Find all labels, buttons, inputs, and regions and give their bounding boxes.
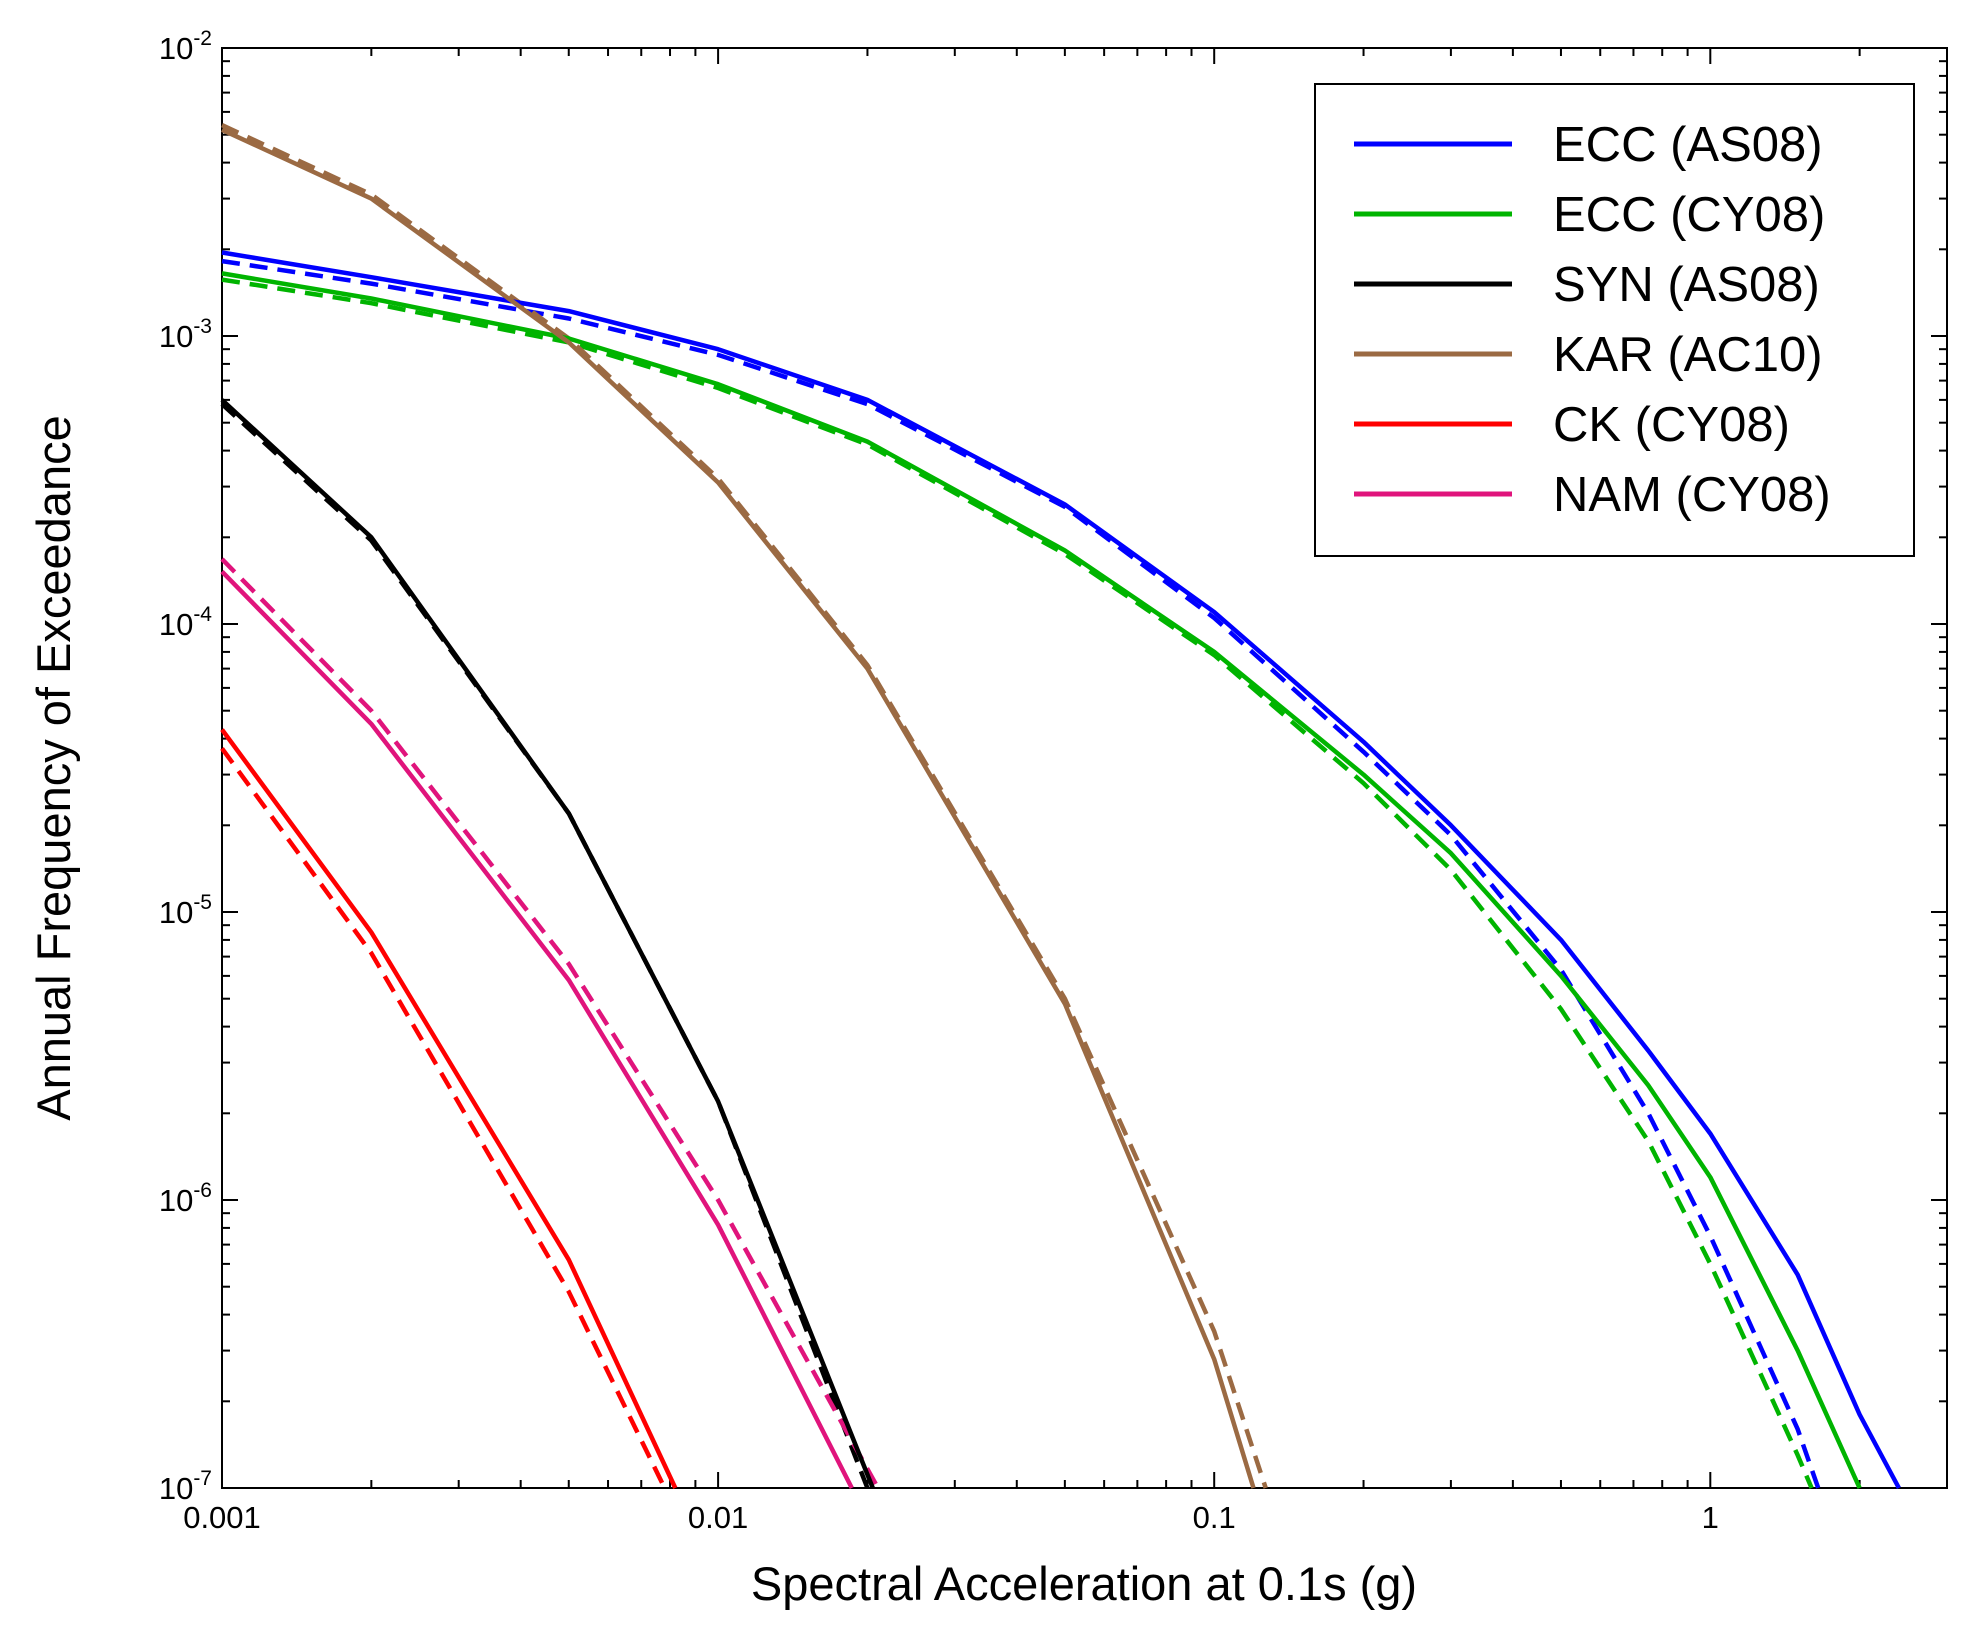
series-line-dashed — [220, 747, 667, 1489]
legend-label: ECC (CY08) — [1553, 188, 1825, 242]
legend-label: ECC (AS08) — [1553, 118, 1823, 172]
plot-frame — [221, 47, 1948, 1489]
x-tick-label: 0.001 — [183, 1500, 261, 1535]
y-tick-label: 10-5 — [159, 891, 212, 930]
series-line-dashed — [221, 258, 1821, 1489]
y-tick-label: 10-4 — [159, 603, 212, 642]
axis-ticks — [221, 48, 1948, 1489]
series-line-solid — [221, 250, 1901, 1490]
x-tick-label: 1 — [1702, 1500, 1719, 1535]
series-lines — [220, 123, 1901, 1490]
y-tick-label: 10-6 — [159, 1179, 212, 1218]
x-axis-title: Spectral Acceleration at 0.1s (g) — [751, 1557, 1417, 1610]
y-axis-title: Annual Frequency of Exceedance — [27, 415, 80, 1120]
legend: ECC (AS08) ECC (CY08) SYN (AS08) KAR (AC10)… — [1314, 83, 1915, 557]
series-line-dashed — [221, 277, 1814, 1489]
axis-tick-labels: 0.001 0.01 0.1 1 10-7 10-6 10-5 10-4 10-3 10-2 — [159, 27, 1719, 1535]
series-line-dashed — [220, 557, 880, 1490]
x-tick-label: 0.01 — [688, 1500, 748, 1535]
series-line-solid — [220, 398, 875, 1489]
legend-label: CK (CY08) — [1553, 398, 1790, 452]
y-tick-label: 10-7 — [159, 1467, 212, 1506]
series-line-solid — [220, 728, 678, 1489]
x-tick-label: 0.1 — [1193, 1500, 1236, 1535]
legend-label: KAR (AC10) — [1553, 328, 1823, 382]
y-tick-label: 10-3 — [159, 315, 212, 354]
series-line-solid — [220, 570, 854, 1490]
legend-box — [1314, 83, 1915, 557]
legend-label: SYN (AS08) — [1553, 258, 1820, 312]
legend-label: NAM (CY08) — [1553, 468, 1831, 522]
series-line-solid — [221, 271, 1862, 1489]
series-line-solid — [221, 127, 1256, 1489]
y-tick-label: 10-2 — [159, 27, 212, 66]
series-line-dashed — [221, 123, 1268, 1489]
